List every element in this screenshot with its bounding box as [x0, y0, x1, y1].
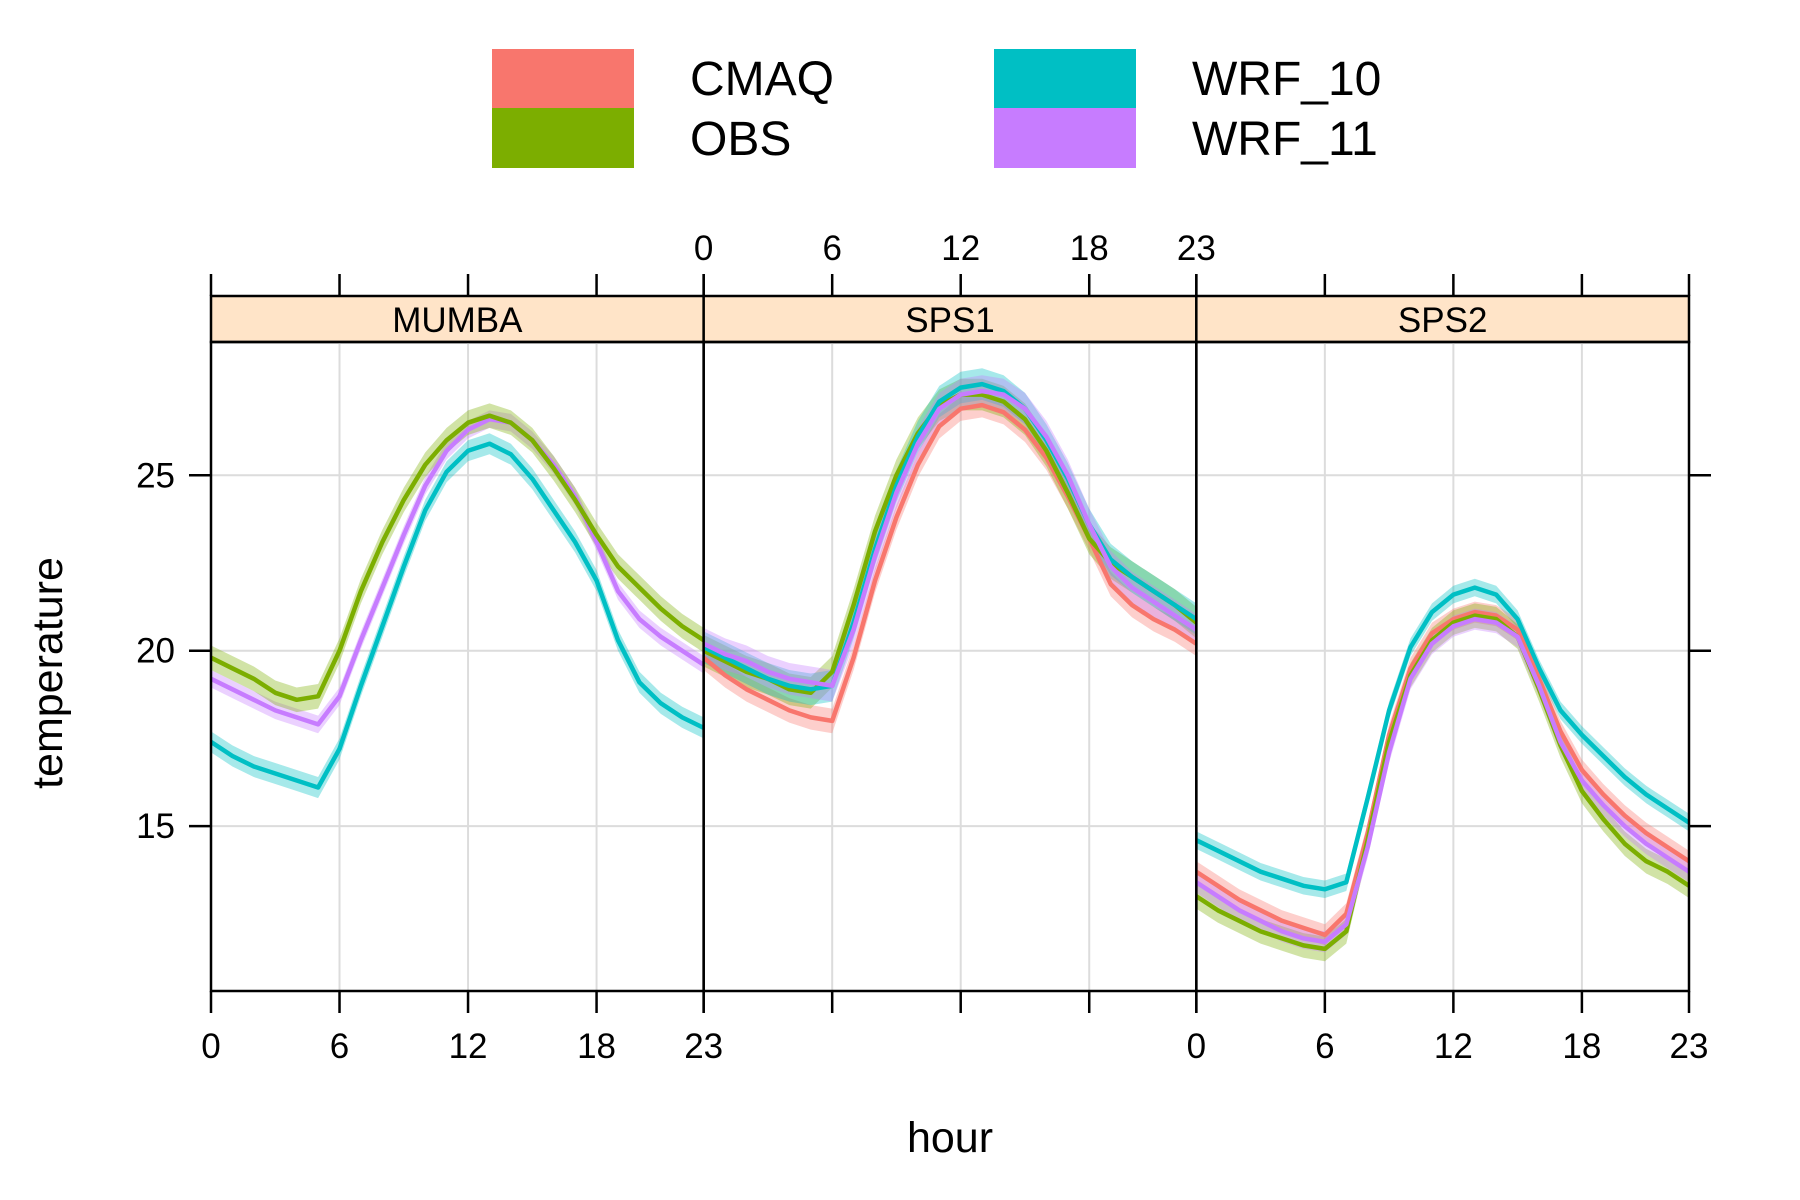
panel-mumba — [209, 340, 705, 993]
strip-label-sps2: SPS2 — [1398, 301, 1488, 340]
series-line-obs — [210, 413, 705, 703]
series-line-wrf-11 — [210, 416, 705, 727]
y-tick-label: 25 — [136, 456, 175, 495]
axes: 0 6 12 18 23 0 6 12 18 23 0 6 12 18 23 15 20 25 — [136, 229, 1711, 1066]
legend-label-cmaq: CMAQ — [690, 53, 834, 106]
x-tick-label: 0 — [694, 229, 713, 268]
x-axis-title: hour — [907, 1114, 993, 1162]
legend-swatch-wrf-10 — [994, 49, 1136, 109]
panel-strips: MUMBA SPS1 SPS2 — [209, 294, 1691, 344]
series-band-wrf-11 — [1196, 608, 1689, 953]
x-tick-label: 23 — [1670, 1027, 1709, 1066]
legend-label-wrf-10: WRF_10 — [1192, 53, 1381, 106]
x-tick-label: 6 — [330, 1027, 349, 1066]
x-tick-label: 12 — [941, 229, 980, 268]
x-tick-label: 18 — [1562, 1027, 1601, 1066]
x-tick-label: 12 — [1434, 1027, 1473, 1066]
strip-mumba — [209, 294, 705, 344]
y-tick-label: 20 — [136, 632, 175, 671]
series-line-wrf-10 — [702, 381, 1198, 692]
strip-sps1 — [702, 294, 1198, 344]
x-tick-label: 23 — [1177, 229, 1216, 268]
series-line-wrf-10 — [1195, 585, 1691, 892]
series-line-obs — [702, 392, 1198, 696]
x-tick-label: 0 — [1187, 1027, 1206, 1066]
legend: CMAQ OBS WRF_10 WRF_11 — [492, 49, 1381, 168]
series-line-cmaq — [702, 402, 1198, 724]
x-tick-label: 0 — [201, 1027, 220, 1066]
legend-swatch-obs — [492, 108, 634, 168]
strip-label-mumba: MUMBA — [392, 301, 523, 340]
y-tick-label: 15 — [136, 807, 175, 846]
x-tick-label: 23 — [684, 1027, 723, 1066]
legend-swatch-wrf-11 — [994, 108, 1136, 168]
panel-sps1 — [702, 340, 1198, 993]
legend-label-wrf-11: WRF_11 — [1192, 113, 1378, 166]
x-tick-label: 6 — [1315, 1027, 1334, 1066]
x-tick-label: 18 — [1070, 229, 1109, 268]
series-band-wrf-10 — [211, 433, 704, 799]
legend-label-obs: OBS — [690, 113, 791, 166]
x-tick-label: 18 — [577, 1027, 616, 1066]
series-line-obs — [1195, 613, 1691, 952]
y-axis-title: temperature — [24, 557, 72, 789]
series-line-cmaq — [1195, 609, 1691, 938]
strip-label-sps1: SPS1 — [905, 301, 995, 340]
series-line-wrf-11 — [1195, 616, 1691, 945]
panel-frame — [1195, 340, 1691, 993]
x-tick-label: 12 — [449, 1027, 488, 1066]
panels — [209, 340, 1691, 993]
x-tick-label: 6 — [822, 229, 841, 268]
legend-swatch-cmaq — [492, 49, 634, 109]
panel-sps2 — [1195, 340, 1691, 993]
series-band-cmaq — [703, 392, 1197, 734]
series-line-wrf-10 — [209, 441, 705, 790]
series-line-wrf-11 — [702, 388, 1198, 689]
